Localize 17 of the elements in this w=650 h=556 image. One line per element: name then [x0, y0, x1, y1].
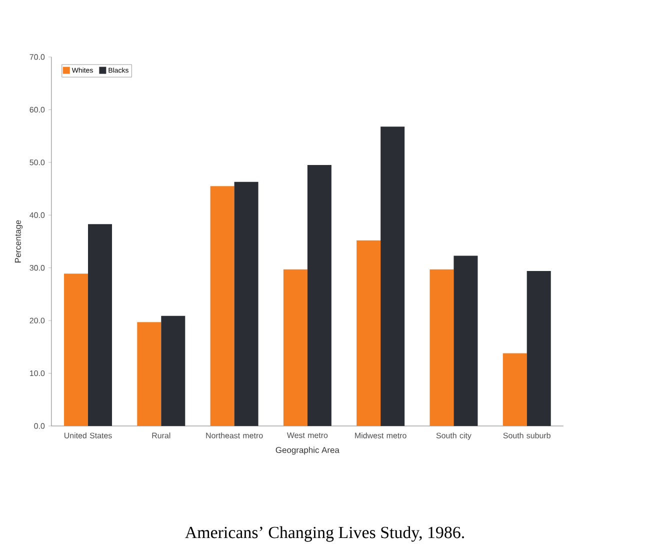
bar — [64, 274, 88, 426]
bar — [88, 224, 112, 426]
text: Americans’ Changing Lives Study, 1986. — [185, 526, 464, 542]
bar — [430, 269, 454, 426]
bar — [137, 322, 162, 426]
bar — [454, 256, 478, 426]
bar — [356, 240, 381, 426]
bar — [502, 353, 527, 426]
bar — [234, 182, 258, 426]
x-axis-title: Geographic Area — [276, 446, 340, 455]
bar — [526, 271, 551, 426]
bar — [210, 186, 234, 426]
y-axis-title: Percentage — [14, 220, 23, 262]
bar — [307, 165, 332, 426]
bar — [283, 269, 308, 426]
bar — [161, 316, 186, 426]
bar — [380, 126, 405, 426]
